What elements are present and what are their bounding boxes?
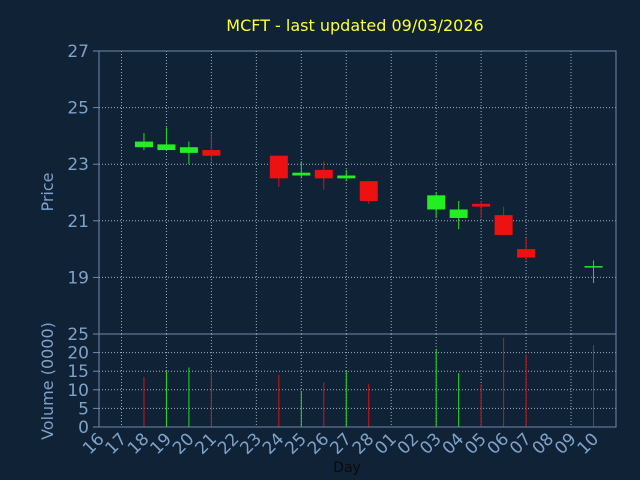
candle-body	[494, 215, 513, 235]
x-axis-label: Day	[333, 460, 361, 476]
candle-body	[314, 169, 333, 179]
candle-body	[449, 209, 468, 218]
candle-body	[584, 266, 603, 268]
candle-body	[269, 155, 288, 179]
candle-body	[157, 144, 176, 151]
price-tick-label: 19	[67, 268, 89, 288]
candle-body	[359, 181, 378, 201]
volume-plot-border	[98, 333, 617, 428]
price-tick-label: 27	[67, 42, 89, 62]
candle-body	[517, 249, 536, 258]
price-plot-border	[98, 50, 617, 335]
price-tick-label: 25	[67, 99, 89, 119]
volume-tick-label: 0	[78, 418, 89, 438]
chart-title: MCFT - last updated 09/03/2026	[226, 16, 483, 35]
candle-body	[292, 172, 311, 176]
volume-tick-label: 20	[67, 344, 89, 364]
volume-axis-label: Volume (0000)	[38, 322, 57, 440]
x-tick-labels: 1617181920212223242526272801020304050607…	[79, 429, 603, 458]
volume-tick-label: 5	[78, 399, 89, 419]
volume-tick-label: 25	[67, 325, 89, 345]
price-axis-label: Price	[38, 172, 57, 211]
candle-body	[472, 203, 491, 207]
candle-body	[202, 150, 221, 156]
price-tick-label: 21	[67, 212, 89, 232]
candle-body	[134, 141, 153, 148]
candle-body	[179, 147, 198, 153]
x-tick-label: 10	[574, 429, 603, 458]
price-panel: 19 21 23 25 27	[67, 42, 617, 335]
candle-body	[337, 175, 356, 179]
price-tick-label: 23	[67, 155, 89, 175]
volume-tick-label: 15	[67, 362, 89, 382]
candle-body	[427, 195, 446, 210]
volume-tick-label: 10	[67, 381, 89, 401]
